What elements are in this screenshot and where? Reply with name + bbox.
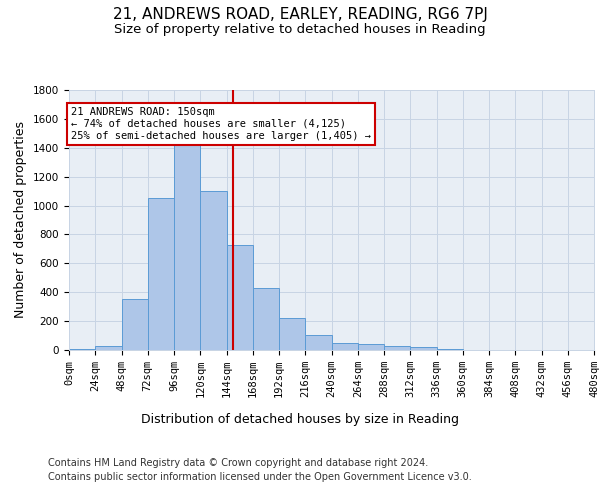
Text: Contains HM Land Registry data © Crown copyright and database right 2024.: Contains HM Land Registry data © Crown c… xyxy=(48,458,428,468)
Text: Distribution of detached houses by size in Reading: Distribution of detached houses by size … xyxy=(141,412,459,426)
Bar xyxy=(410,347,437,350)
Bar xyxy=(331,343,358,350)
Text: 21 ANDREWS ROAD: 150sqm
← 74% of detached houses are smaller (4,125)
25% of semi: 21 ANDREWS ROAD: 150sqm ← 74% of detache… xyxy=(71,108,371,140)
Text: Size of property relative to detached houses in Reading: Size of property relative to detached ho… xyxy=(114,22,486,36)
Y-axis label: Number of detached properties: Number of detached properties xyxy=(14,122,28,318)
Bar xyxy=(121,300,148,350)
Bar xyxy=(69,348,95,350)
Text: Contains public sector information licensed under the Open Government Licence v3: Contains public sector information licen… xyxy=(48,472,472,482)
Bar xyxy=(95,346,121,350)
Bar xyxy=(279,318,305,350)
Bar xyxy=(227,246,253,350)
Bar xyxy=(384,346,410,350)
Bar xyxy=(200,191,227,350)
Bar xyxy=(305,335,331,350)
Bar xyxy=(253,288,279,350)
Bar xyxy=(148,198,174,350)
Bar xyxy=(358,344,384,350)
Bar xyxy=(174,144,200,350)
Text: 21, ANDREWS ROAD, EARLEY, READING, RG6 7PJ: 21, ANDREWS ROAD, EARLEY, READING, RG6 7… xyxy=(113,8,487,22)
